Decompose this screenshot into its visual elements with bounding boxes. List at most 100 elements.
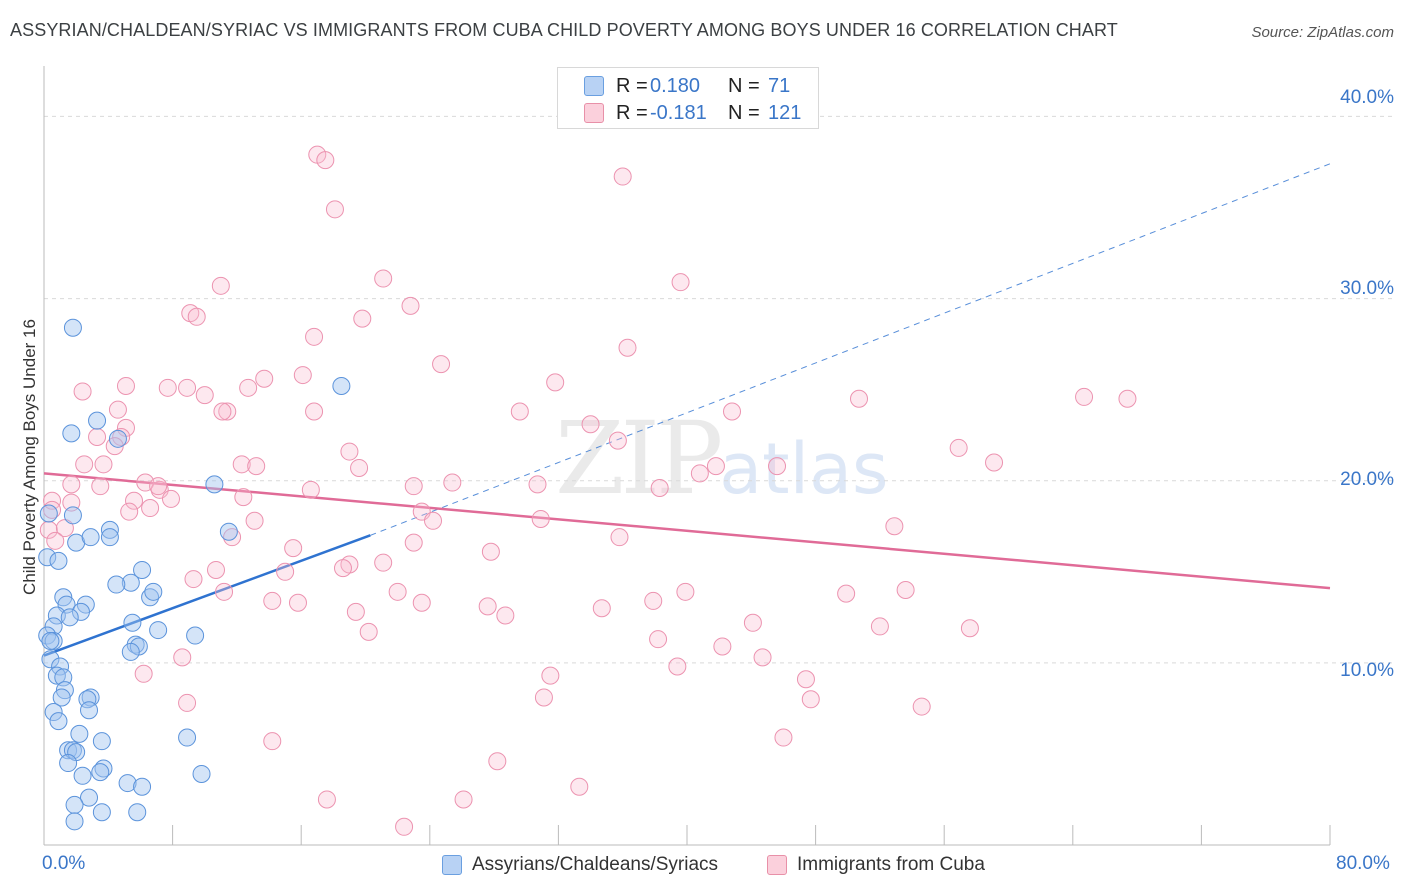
point-cuba [247,457,266,476]
point-cuba [546,373,565,392]
point-assyrians [59,754,78,773]
point-cuba [353,309,372,328]
point-assyrians [73,766,92,785]
legend-r-value: 0.180 [650,74,701,97]
point-assyrians [186,626,205,645]
point-cuba [949,438,968,457]
point-assyrians [39,504,58,523]
point-assyrians [71,602,90,621]
point-cuba [301,480,320,499]
point-cuba [644,591,663,610]
point-cuba [534,688,553,707]
point-cuba [39,520,58,539]
legend-n-label: N = [728,74,760,97]
point-assyrians [49,712,68,731]
point-cuba [215,582,234,601]
point-cuba [510,402,529,421]
point-assyrians [88,411,107,430]
point-cuba [55,519,74,538]
trend-extension-assyrians [370,163,1331,536]
point-cuba [120,502,139,521]
legend-n-value: 121 [768,101,802,124]
point-assyrians [63,506,82,525]
source-credit: Source: ZipAtlas.com [1251,24,1394,41]
point-cuba [276,562,295,581]
trend-line-assyrians [43,534,371,657]
point-assyrians [205,475,224,494]
point-assyrians [100,528,119,547]
point-cuba [676,582,695,601]
point-cuba [743,613,762,632]
point-cuba [541,666,560,685]
series-swatch-pink [767,855,787,875]
point-cuba [359,622,378,641]
point-cuba [850,389,869,408]
point-assyrians [332,377,351,395]
point-cuba [608,431,627,450]
point-cuba [223,528,242,547]
point-cuba [141,499,160,518]
point-assyrians [41,650,60,669]
point-cuba [207,560,226,579]
point-cuba [94,455,113,474]
point-cuba [158,378,177,397]
point-cuba [592,599,611,618]
point-cuba [178,693,197,712]
point-cuba [91,477,110,496]
point-cuba [388,582,407,601]
point-cuba [960,619,979,638]
point-cuba [649,630,668,649]
point-assyrians [38,548,57,567]
x-tick-max: 80.0% [1336,853,1390,874]
point-cuba [325,200,344,219]
legend-r-value: -0.181 [650,101,707,124]
watermark: ZIPatlas [555,400,888,517]
point-cuba [531,509,550,528]
point-assyrians [100,520,119,539]
point-cuba [125,491,144,510]
trend-line-cuba [43,472,1331,590]
point-cuba [768,457,787,476]
point-cuba [912,697,931,716]
point-cuba [73,382,92,401]
point-assyrians [44,617,63,636]
point-cuba [263,732,282,751]
point-assyrians [141,588,160,607]
point-cuba [478,597,497,616]
series-legend-cuba: Immigrants from Cuba [767,852,985,878]
series-label-cuba: Immigrants from Cuba [797,854,985,875]
point-cuba [395,817,414,836]
y-tick-10: 10.0% [1340,660,1394,681]
point-assyrians [121,642,140,661]
point-cuba [293,366,312,385]
point-assyrians [121,573,140,592]
point-cuba [340,442,359,461]
point-cuba [333,559,352,578]
point-cuba [149,477,168,496]
point-cuba [195,386,214,405]
point-assyrians [108,429,127,448]
point-cuba [723,402,742,421]
point-cuba [374,553,393,572]
point-cuba [774,728,793,747]
y-axis-label: Child Poverty Among Boys Under 16 [20,319,39,595]
point-cuba [618,338,637,357]
point-assyrians [149,621,168,640]
point-assyrians [107,575,126,594]
point-cuba [184,570,203,589]
y-tick-30: 30.0% [1340,278,1394,299]
point-cuba [46,531,65,550]
point-cuba [796,670,815,689]
point-cuba [75,455,94,474]
point-cuba [650,479,669,497]
point-cuba [885,517,904,536]
point-cuba [570,777,589,796]
axes [43,66,1331,846]
point-cuba [284,539,303,558]
point-cuba [488,752,507,771]
point-assyrians [80,788,99,807]
point-assyrians [47,666,66,685]
point-assyrians [118,774,137,793]
point-assyrians [44,703,63,722]
point-cuba [801,690,820,709]
